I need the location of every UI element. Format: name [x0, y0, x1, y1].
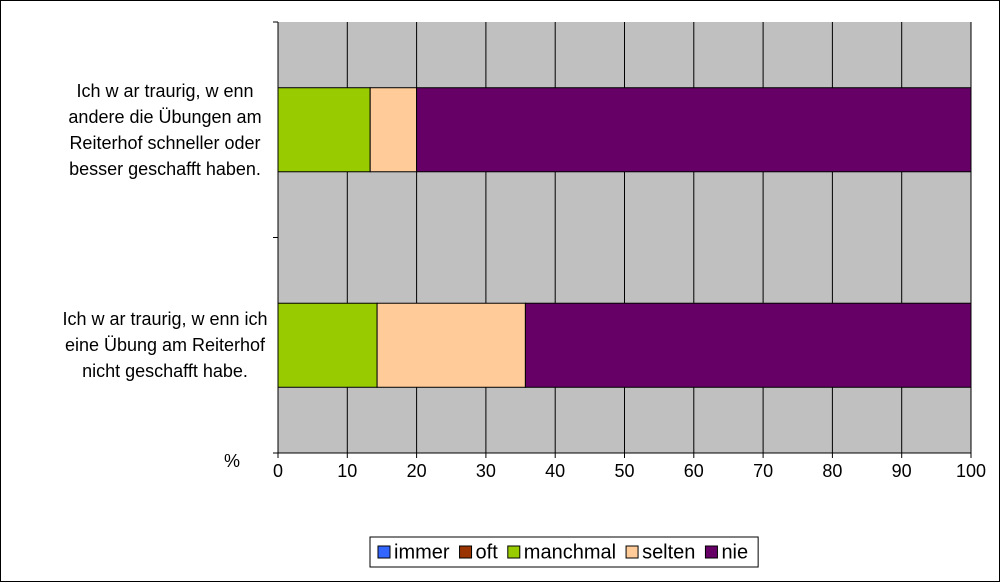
legend-label: manchmal	[524, 541, 616, 563]
bar-segment	[369, 87, 418, 173]
legend: immer oft manchmal selten nie	[369, 536, 759, 568]
bar-segment	[416, 87, 972, 173]
legend-swatch	[625, 545, 639, 559]
legend-label: selten	[642, 541, 695, 563]
x-tick-label: 50	[614, 461, 634, 481]
legend-swatch	[704, 545, 718, 559]
x-tick-label: 80	[822, 461, 842, 481]
legend-swatch	[459, 545, 473, 559]
legend-label: nie	[721, 541, 748, 563]
x-tick-label: 40	[545, 461, 565, 481]
bar-segment	[277, 302, 378, 388]
legend-swatch	[507, 545, 521, 559]
x-tick-label: 90	[892, 461, 912, 481]
x-tick-label: 30	[476, 461, 496, 481]
y-tick-label: Ich w ar traurig, w enn andere die Übung…	[68, 80, 262, 179]
y-tick-label: Ich w ar traurig, w enn ich eine Übung a…	[62, 309, 268, 382]
x-tick-label: 100	[956, 461, 986, 481]
x-axis-label: %	[224, 451, 240, 471]
legend-box	[369, 536, 759, 568]
bar-segment	[376, 302, 526, 388]
x-tick-label: 10	[337, 461, 357, 481]
x-tick-label: 20	[407, 461, 427, 481]
x-tick-label: 0	[273, 461, 283, 481]
legend-label: immer	[394, 541, 450, 563]
x-tick-label: 60	[684, 461, 704, 481]
bar-segment	[277, 87, 371, 173]
bar-segment	[524, 302, 972, 388]
legend-swatch	[377, 545, 391, 559]
x-tick-label: 70	[753, 461, 773, 481]
legend-label: oft	[476, 541, 499, 563]
